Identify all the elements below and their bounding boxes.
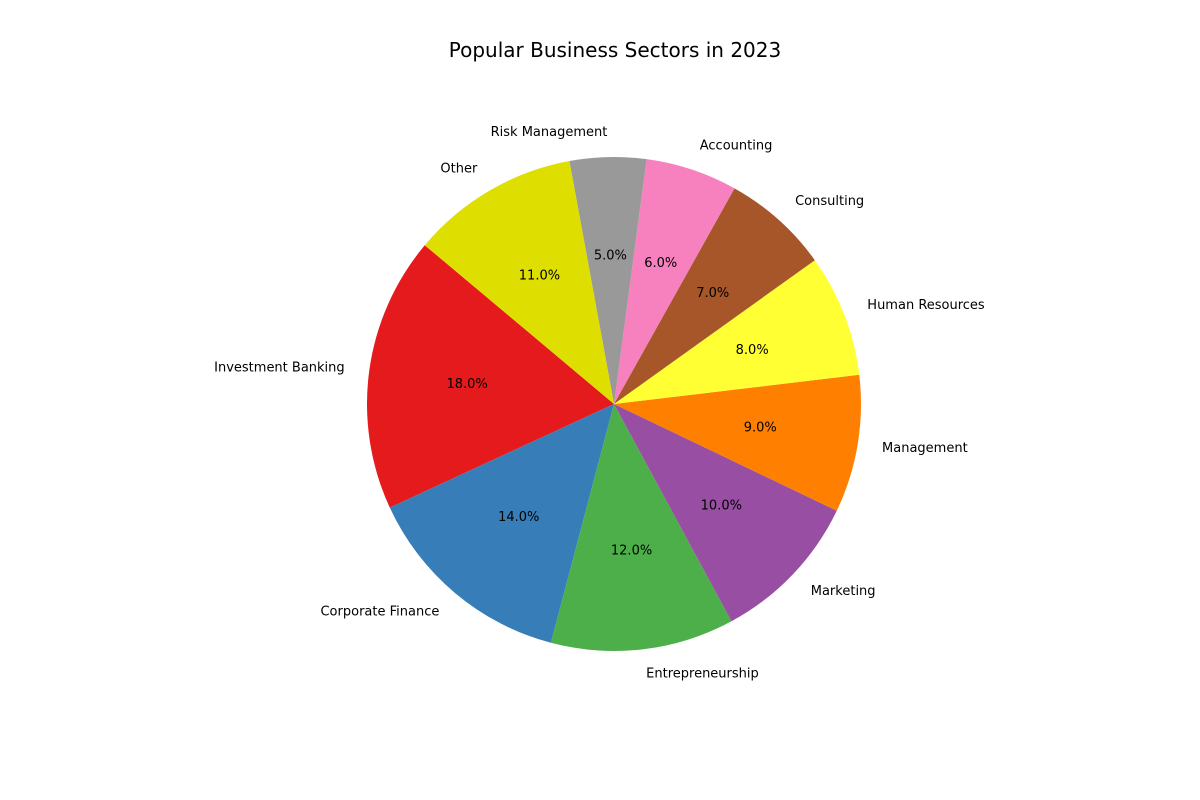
slice-label-human-resources: Human Resources [867, 298, 985, 313]
slice-label-risk-management: Risk Management [491, 125, 608, 140]
slice-percent-risk-management: 5.0% [594, 248, 627, 263]
slice-label-other: Other [440, 162, 478, 177]
slice-percent-management: 9.0% [744, 421, 777, 436]
chart-title: Popular Business Sectors in 2023 [449, 38, 781, 62]
slice-label-marketing: Marketing [811, 584, 876, 599]
slice-percent-investment-banking: 18.0% [446, 377, 487, 392]
slice-label-consulting: Consulting [795, 194, 864, 209]
slice-label-accounting: Accounting [700, 139, 773, 154]
slice-label-entrepreneurship: Entrepreneurship [646, 666, 759, 681]
slice-percent-corporate-finance: 14.0% [498, 510, 539, 525]
slice-percent-marketing: 10.0% [701, 499, 742, 514]
slice-percent-consulting: 7.0% [696, 286, 729, 301]
slices-layer [367, 157, 861, 651]
slice-percent-entrepreneurship: 12.0% [611, 544, 652, 559]
slice-percent-other: 11.0% [519, 268, 560, 283]
slice-percent-accounting: 6.0% [644, 256, 677, 271]
slice-label-investment-banking: Investment Banking [214, 361, 345, 376]
slice-percent-human-resources: 8.0% [736, 343, 769, 358]
slice-label-corporate-finance: Corporate Finance [320, 605, 439, 620]
slice-label-management: Management [882, 441, 968, 456]
